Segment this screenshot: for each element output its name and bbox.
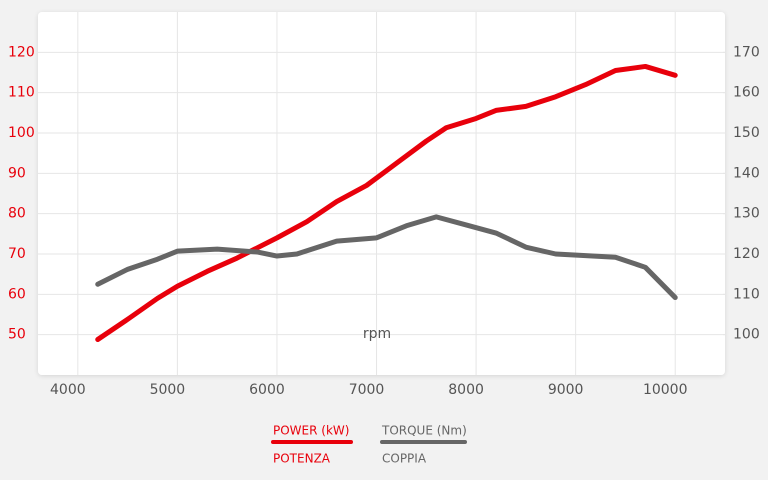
legend-label: TORQUE (Nm) xyxy=(381,424,467,438)
y2-tick-label: 140 xyxy=(733,165,760,181)
legend-label: POWER (kW) xyxy=(273,424,349,438)
y-tick-label: 60 xyxy=(8,286,26,302)
x-tick-label: 6000 xyxy=(249,382,285,398)
y2-tick-label: 120 xyxy=(733,246,760,262)
x-tick-label: 4000 xyxy=(50,382,86,398)
y-tick-label: 110 xyxy=(8,85,35,101)
x-tick-label: 7000 xyxy=(349,382,385,398)
legend-sublabel: POTENZA xyxy=(273,452,331,466)
y2-tick-label: 160 xyxy=(733,85,760,101)
y-tick-label: 80 xyxy=(8,206,26,222)
y2-tick-label: 100 xyxy=(733,327,760,343)
x-tick-label: 9000 xyxy=(548,382,584,398)
y-tick-label: 100 xyxy=(8,125,35,141)
x-tick-label: 5000 xyxy=(150,382,186,398)
y2-tick-label: 130 xyxy=(733,206,760,222)
plot-panel xyxy=(38,12,725,375)
x-tick-label: 10000 xyxy=(643,382,688,398)
series-line xyxy=(95,214,678,301)
y-tick-label: 90 xyxy=(8,165,26,181)
x-tick-label: 8000 xyxy=(448,382,484,398)
y2-tick-label: 150 xyxy=(733,125,760,141)
legend-sublabel: COPPIA xyxy=(382,452,427,466)
series-line xyxy=(95,63,678,343)
x-axis-title: rpm xyxy=(363,326,391,342)
y-tick-label: 70 xyxy=(8,246,26,262)
y2-tick-label: 170 xyxy=(733,44,760,60)
y-tick-label: 120 xyxy=(8,44,35,60)
y2-tick-label: 110 xyxy=(733,286,760,302)
y-tick-label: 50 xyxy=(8,327,26,343)
